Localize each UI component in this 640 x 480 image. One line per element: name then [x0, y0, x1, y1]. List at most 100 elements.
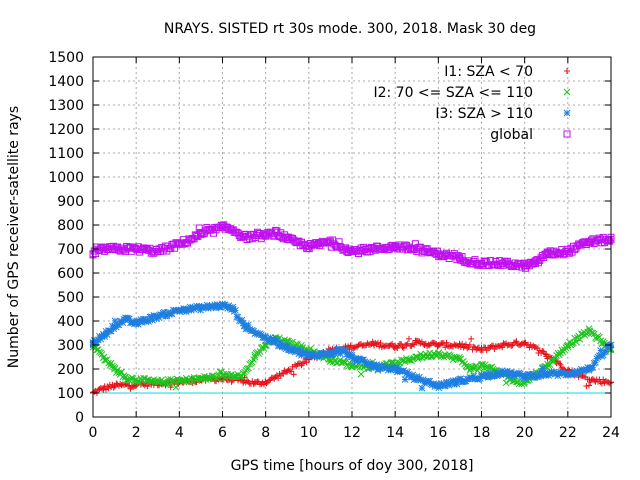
- data-point: [342, 347, 349, 355]
- data-point: [414, 376, 422, 383]
- data-point: [153, 315, 160, 323]
- data-point: [212, 374, 220, 382]
- data-point: [123, 376, 131, 384]
- data-point: [566, 370, 573, 378]
- data-point: [270, 374, 277, 381]
- data-point: [536, 347, 543, 354]
- data-point: [575, 370, 582, 377]
- legend-label: I2: 70 <= SZA <= 110: [373, 85, 533, 101]
- x-tick-label: 10: [300, 425, 318, 441]
- data-point: [203, 301, 211, 309]
- y-tick-label: 200: [57, 362, 84, 378]
- data-point: [126, 382, 133, 389]
- data-point: [591, 377, 598, 384]
- data-point: [412, 375, 419, 383]
- data-point: [168, 377, 176, 385]
- data-point: [530, 342, 537, 349]
- data-point: [182, 308, 190, 316]
- data-point: [253, 379, 260, 386]
- data-point: [97, 335, 105, 343]
- data-point: [256, 348, 264, 355]
- data-point: [90, 337, 98, 344]
- data-point: [394, 345, 401, 352]
- data-point: [466, 341, 473, 348]
- data-point: [283, 341, 291, 349]
- x-tick-label: 4: [175, 425, 184, 441]
- data-point: [102, 386, 109, 393]
- data-point: [584, 376, 591, 383]
- data-point: [128, 383, 135, 390]
- data-point: [225, 302, 233, 309]
- data-point: [216, 368, 224, 375]
- data-point: [318, 349, 326, 357]
- data-point: [110, 384, 117, 391]
- chart-title: NRAYS. SISTED rt 30s mode. 300, 2018. Ma…: [164, 21, 536, 37]
- data-point: [273, 372, 280, 379]
- data-point: [398, 341, 405, 348]
- y-tick-label: 800: [57, 218, 84, 234]
- data-point: [364, 340, 371, 347]
- data-point: [474, 376, 481, 383]
- data-point: [134, 321, 142, 328]
- data-point: [517, 341, 524, 348]
- x-tick-label: 8: [261, 425, 270, 441]
- data-point: [424, 343, 431, 350]
- axis-ticks: 0 2 4 6 8 10 12 14 16 18 20 22 240100200300400500600…: [48, 50, 620, 441]
- data-point: [409, 371, 417, 379]
- data-point: [606, 237, 614, 245]
- data-point: [179, 307, 186, 314]
- data-point: [583, 366, 590, 373]
- data-point: [502, 379, 510, 387]
- data-point: [213, 375, 221, 383]
- data-point: [571, 334, 579, 342]
- data-point: [411, 341, 418, 348]
- data-point: [602, 348, 610, 355]
- data-point: [146, 377, 154, 385]
- data-point: [348, 351, 356, 359]
- data-point: [102, 327, 110, 335]
- data-point: [163, 312, 171, 320]
- data-point: [373, 361, 380, 368]
- y-tick-label: 1000: [48, 170, 84, 186]
- data-point: [527, 374, 535, 381]
- data-point: [282, 345, 290, 353]
- data-point: [431, 340, 438, 347]
- data-point: [124, 376, 132, 383]
- data-point: [145, 318, 153, 325]
- y-axis-label: Number of GPS receiver-satellite rays: [6, 106, 22, 368]
- data-point: [111, 317, 119, 325]
- data-point: [387, 359, 395, 366]
- data-point: [109, 322, 116, 330]
- data-point: [188, 306, 195, 314]
- data-point: [437, 341, 444, 348]
- data-point: [347, 342, 354, 349]
- data-point: [442, 344, 449, 351]
- data-point: [400, 345, 407, 352]
- data-point: [250, 327, 257, 335]
- data-point: [233, 313, 241, 321]
- data-point: [532, 343, 539, 350]
- series-marks: [89, 221, 615, 396]
- data-point: [521, 340, 528, 347]
- x-tick-label: 0: [89, 425, 98, 441]
- data-point: [351, 344, 358, 351]
- data-point: [260, 381, 267, 388]
- legend-label: I1: SZA < 70: [444, 64, 533, 80]
- data-point: [273, 337, 281, 345]
- data-point: [329, 351, 336, 358]
- data-point: [115, 321, 123, 329]
- data-point: [141, 315, 149, 323]
- data-point: [506, 341, 513, 348]
- data-point: [340, 347, 348, 354]
- data-point: [470, 343, 477, 350]
- data-point: [294, 346, 301, 353]
- data-point: [445, 382, 453, 389]
- data-point: [186, 303, 194, 311]
- y-tick-label: 500: [57, 290, 84, 306]
- data-point: [487, 343, 494, 350]
- data-point: [137, 316, 145, 324]
- data-point: [592, 358, 599, 366]
- data-point: [426, 342, 433, 349]
- data-point: [258, 380, 265, 387]
